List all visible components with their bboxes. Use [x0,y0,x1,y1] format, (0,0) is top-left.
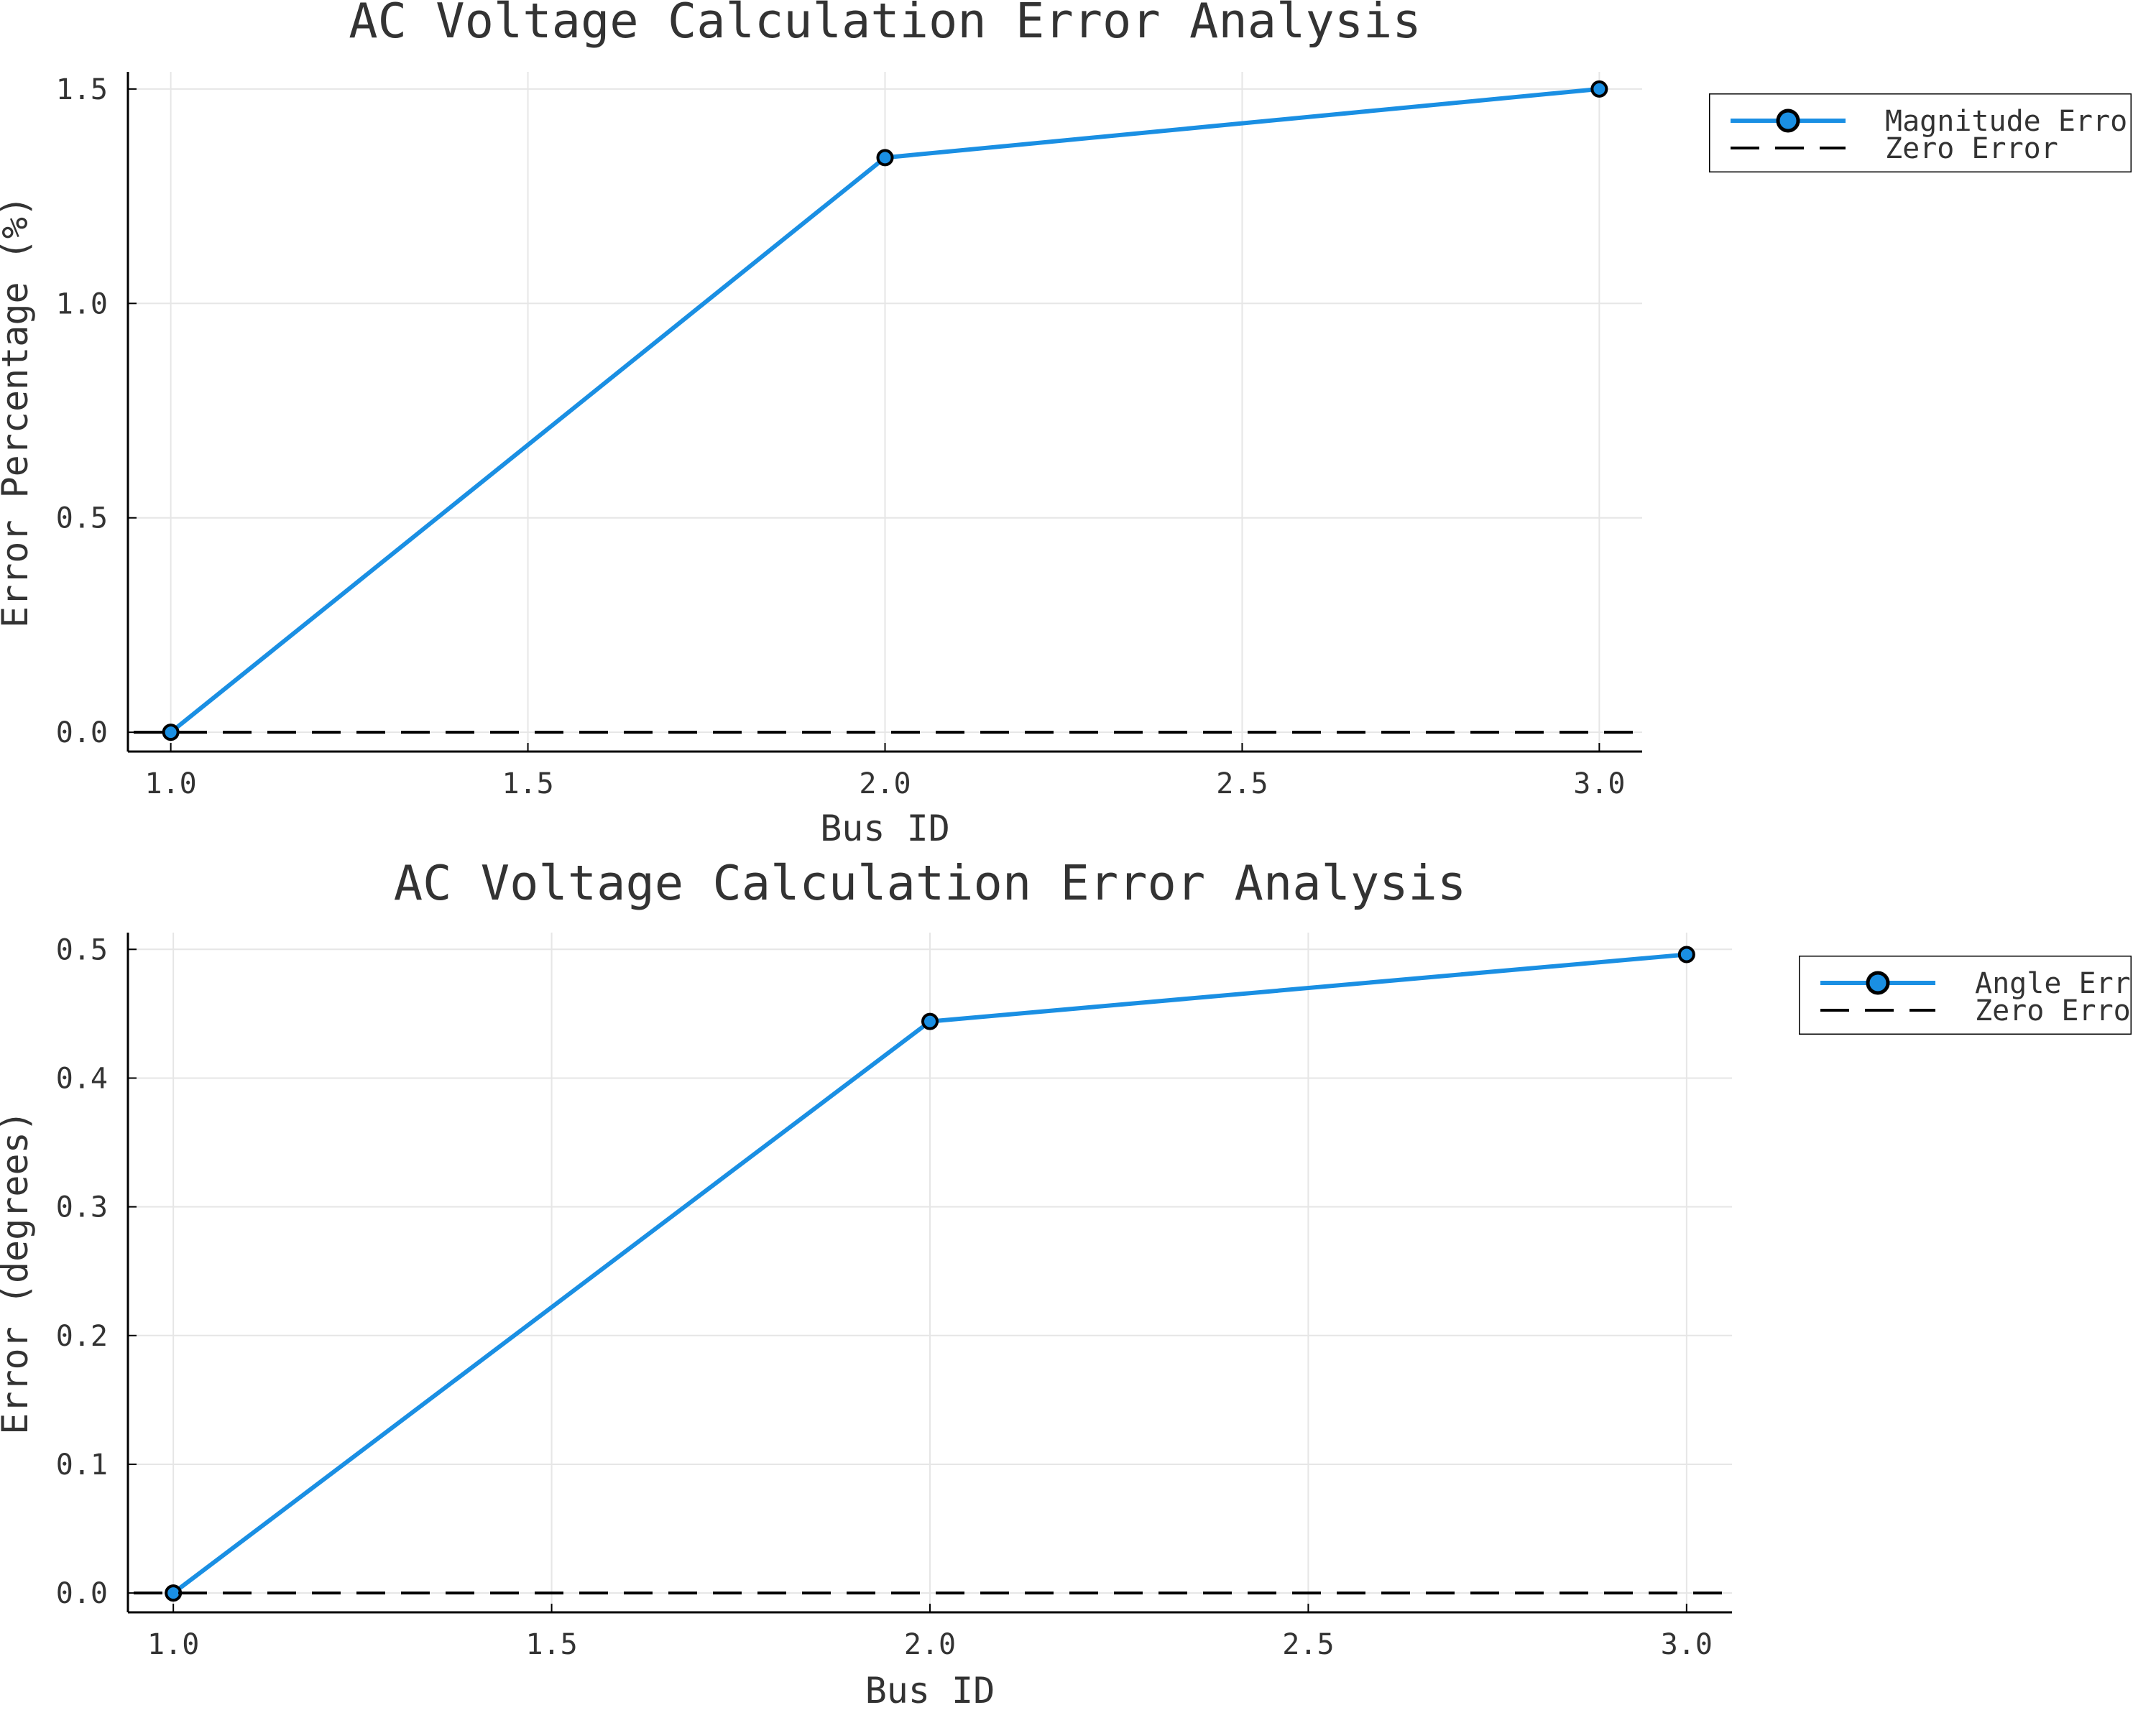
y-tick-label: 0.5 [56,933,108,966]
legend-box [1709,93,2132,172]
y-tick-label: 0.1 [56,1449,108,1482]
legend-box [1799,956,2132,1035]
legend-label: Zero Error [1975,994,2148,1027]
data-point [1677,946,1695,964]
x-tick-label: 1.0 [145,767,197,800]
x-axis-label: Bus ID [820,808,950,849]
chart-title: AC Voltage Calculation Error Analysis [394,855,1466,911]
legend-swatch-marker [1866,971,1890,995]
data-point [162,724,180,741]
legend-label: Zero Error [1885,132,2058,165]
x-tick-label: 3.0 [1661,1628,1713,1661]
chart-title: AC Voltage Calculation Error Analysis [349,0,1421,49]
x-tick-label: 2.0 [904,1628,956,1661]
data-point [921,1012,939,1030]
y-tick-label: 0.0 [56,716,108,749]
y-tick-label: 1.5 [56,73,108,106]
chart-panel-2: 1.0 1.5 2.0 2.5 3.0 0.0 0.1 0.2 0.3 0.4 0.5 AC Volt… [0,855,2156,1711]
chart-panel-1: 1.0 1.5 2.0 2.5 3.0 0.0 0.5 1.0 1.5 AC Voltage Ca… [0,0,2145,849]
legend-label: Magnitude Error [1885,105,2145,138]
y-tick-label: 0.5 [56,502,108,535]
x-tick-label: 1.0 [147,1628,199,1661]
y-axis-label: Error Percentage (%) [0,195,36,628]
x-tick-label: 1.5 [502,767,553,800]
x-tick-label: 2.0 [859,767,911,800]
legend-label: Angle Error [1975,967,2156,1000]
legend-swatch-marker [1776,108,1800,133]
data-point [876,149,894,167]
y-tick-label: 1.0 [56,287,108,320]
y-axis-label: Error (degrees) [0,1110,36,1435]
y-tick-label: 0.0 [56,1577,108,1610]
x-tick-label: 2.5 [1282,1628,1334,1661]
y-tick-label: 0.3 [56,1191,108,1224]
x-tick-label: 1.5 [525,1628,577,1661]
x-tick-label: 3.0 [1573,767,1625,800]
data-point [1590,80,1608,98]
x-axis-label: Bus ID [865,1670,995,1711]
y-tick-label: 0.2 [56,1320,108,1353]
y-tick-label: 0.4 [56,1062,108,1095]
x-tick-label: 2.5 [1216,767,1268,800]
